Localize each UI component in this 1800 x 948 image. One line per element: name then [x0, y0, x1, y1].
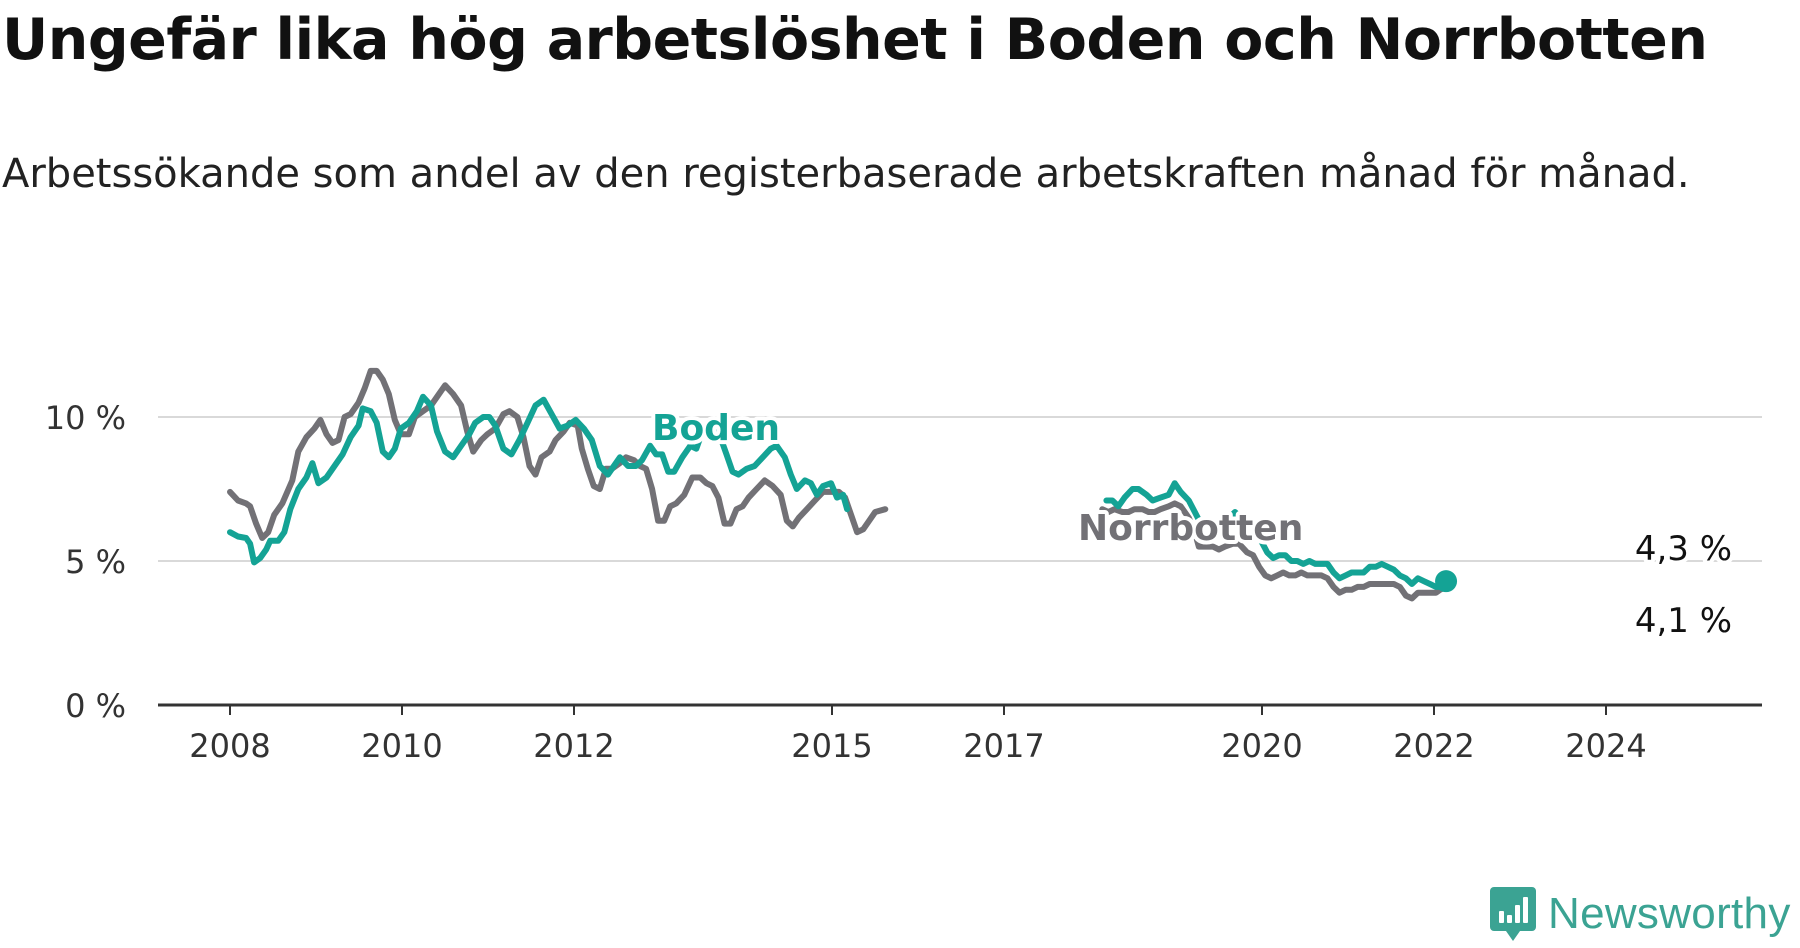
grid-lines [158, 416, 1762, 562]
svg-text:4,1 %: 4,1 % [1635, 601, 1732, 641]
svg-text:Norrbotten: Norrbotten [1078, 508, 1303, 549]
svg-text:Boden: Boden [652, 408, 780, 449]
svg-text:Norrbotten: Norrbotten [1078, 508, 1303, 549]
y-tick-label: 10 % [45, 399, 126, 437]
x-tick-label: 2015 [791, 727, 872, 765]
svg-text:Boden: Boden [652, 408, 780, 449]
series-line-norrbotten [227, 367, 1450, 602]
newsworthy-logo-icon [1490, 887, 1536, 941]
end-marker-boden [1435, 570, 1458, 593]
end-label-norrbotten: 4,1 %4,1 % [1631, 597, 1736, 645]
chart-title: Ungefär lika hög arbetslöshet i Boden oc… [2, 7, 1708, 73]
chart-subtitle: Arbetssökande som andel av den registerb… [2, 151, 1690, 197]
brand-name: Newsworthy [1548, 889, 1791, 938]
x-tick-label: 2024 [1565, 727, 1646, 765]
y-axis-tick-labels: 0 % 5 % 10 % [45, 399, 126, 725]
y-tick-label: 0 % [65, 687, 126, 725]
x-tick-label: 2022 [1393, 727, 1474, 765]
x-tick-label: 2012 [533, 727, 614, 765]
svg-text:4,3 %: 4,3 % [1635, 529, 1732, 569]
x-tick-label: 2020 [1221, 727, 1302, 765]
newsworthy-logo: Newsworthy [1490, 887, 1791, 941]
x-axis-tick-labels: 2008 2010 2012 2015 2017 2020 2022 2024 [189, 705, 1647, 765]
x-tick-label: 2008 [189, 727, 270, 765]
svg-text:4,3 %: 4,3 % [1635, 529, 1732, 569]
x-tick-label: 2010 [361, 727, 442, 765]
series-line-boden [227, 393, 1450, 590]
svg-text:4,1 %: 4,1 % [1635, 601, 1732, 641]
series-lines [227, 367, 1458, 602]
end-label-boden: 4,3 %4,3 % [1631, 525, 1736, 573]
x-tick-label: 2017 [963, 727, 1044, 765]
y-tick-label: 5 % [65, 543, 126, 581]
